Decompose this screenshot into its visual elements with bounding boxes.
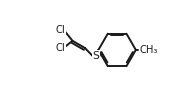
Text: S: S bbox=[93, 51, 99, 61]
Text: Cl: Cl bbox=[56, 43, 65, 53]
Text: CH₃: CH₃ bbox=[140, 45, 158, 55]
Text: Cl: Cl bbox=[56, 25, 65, 35]
